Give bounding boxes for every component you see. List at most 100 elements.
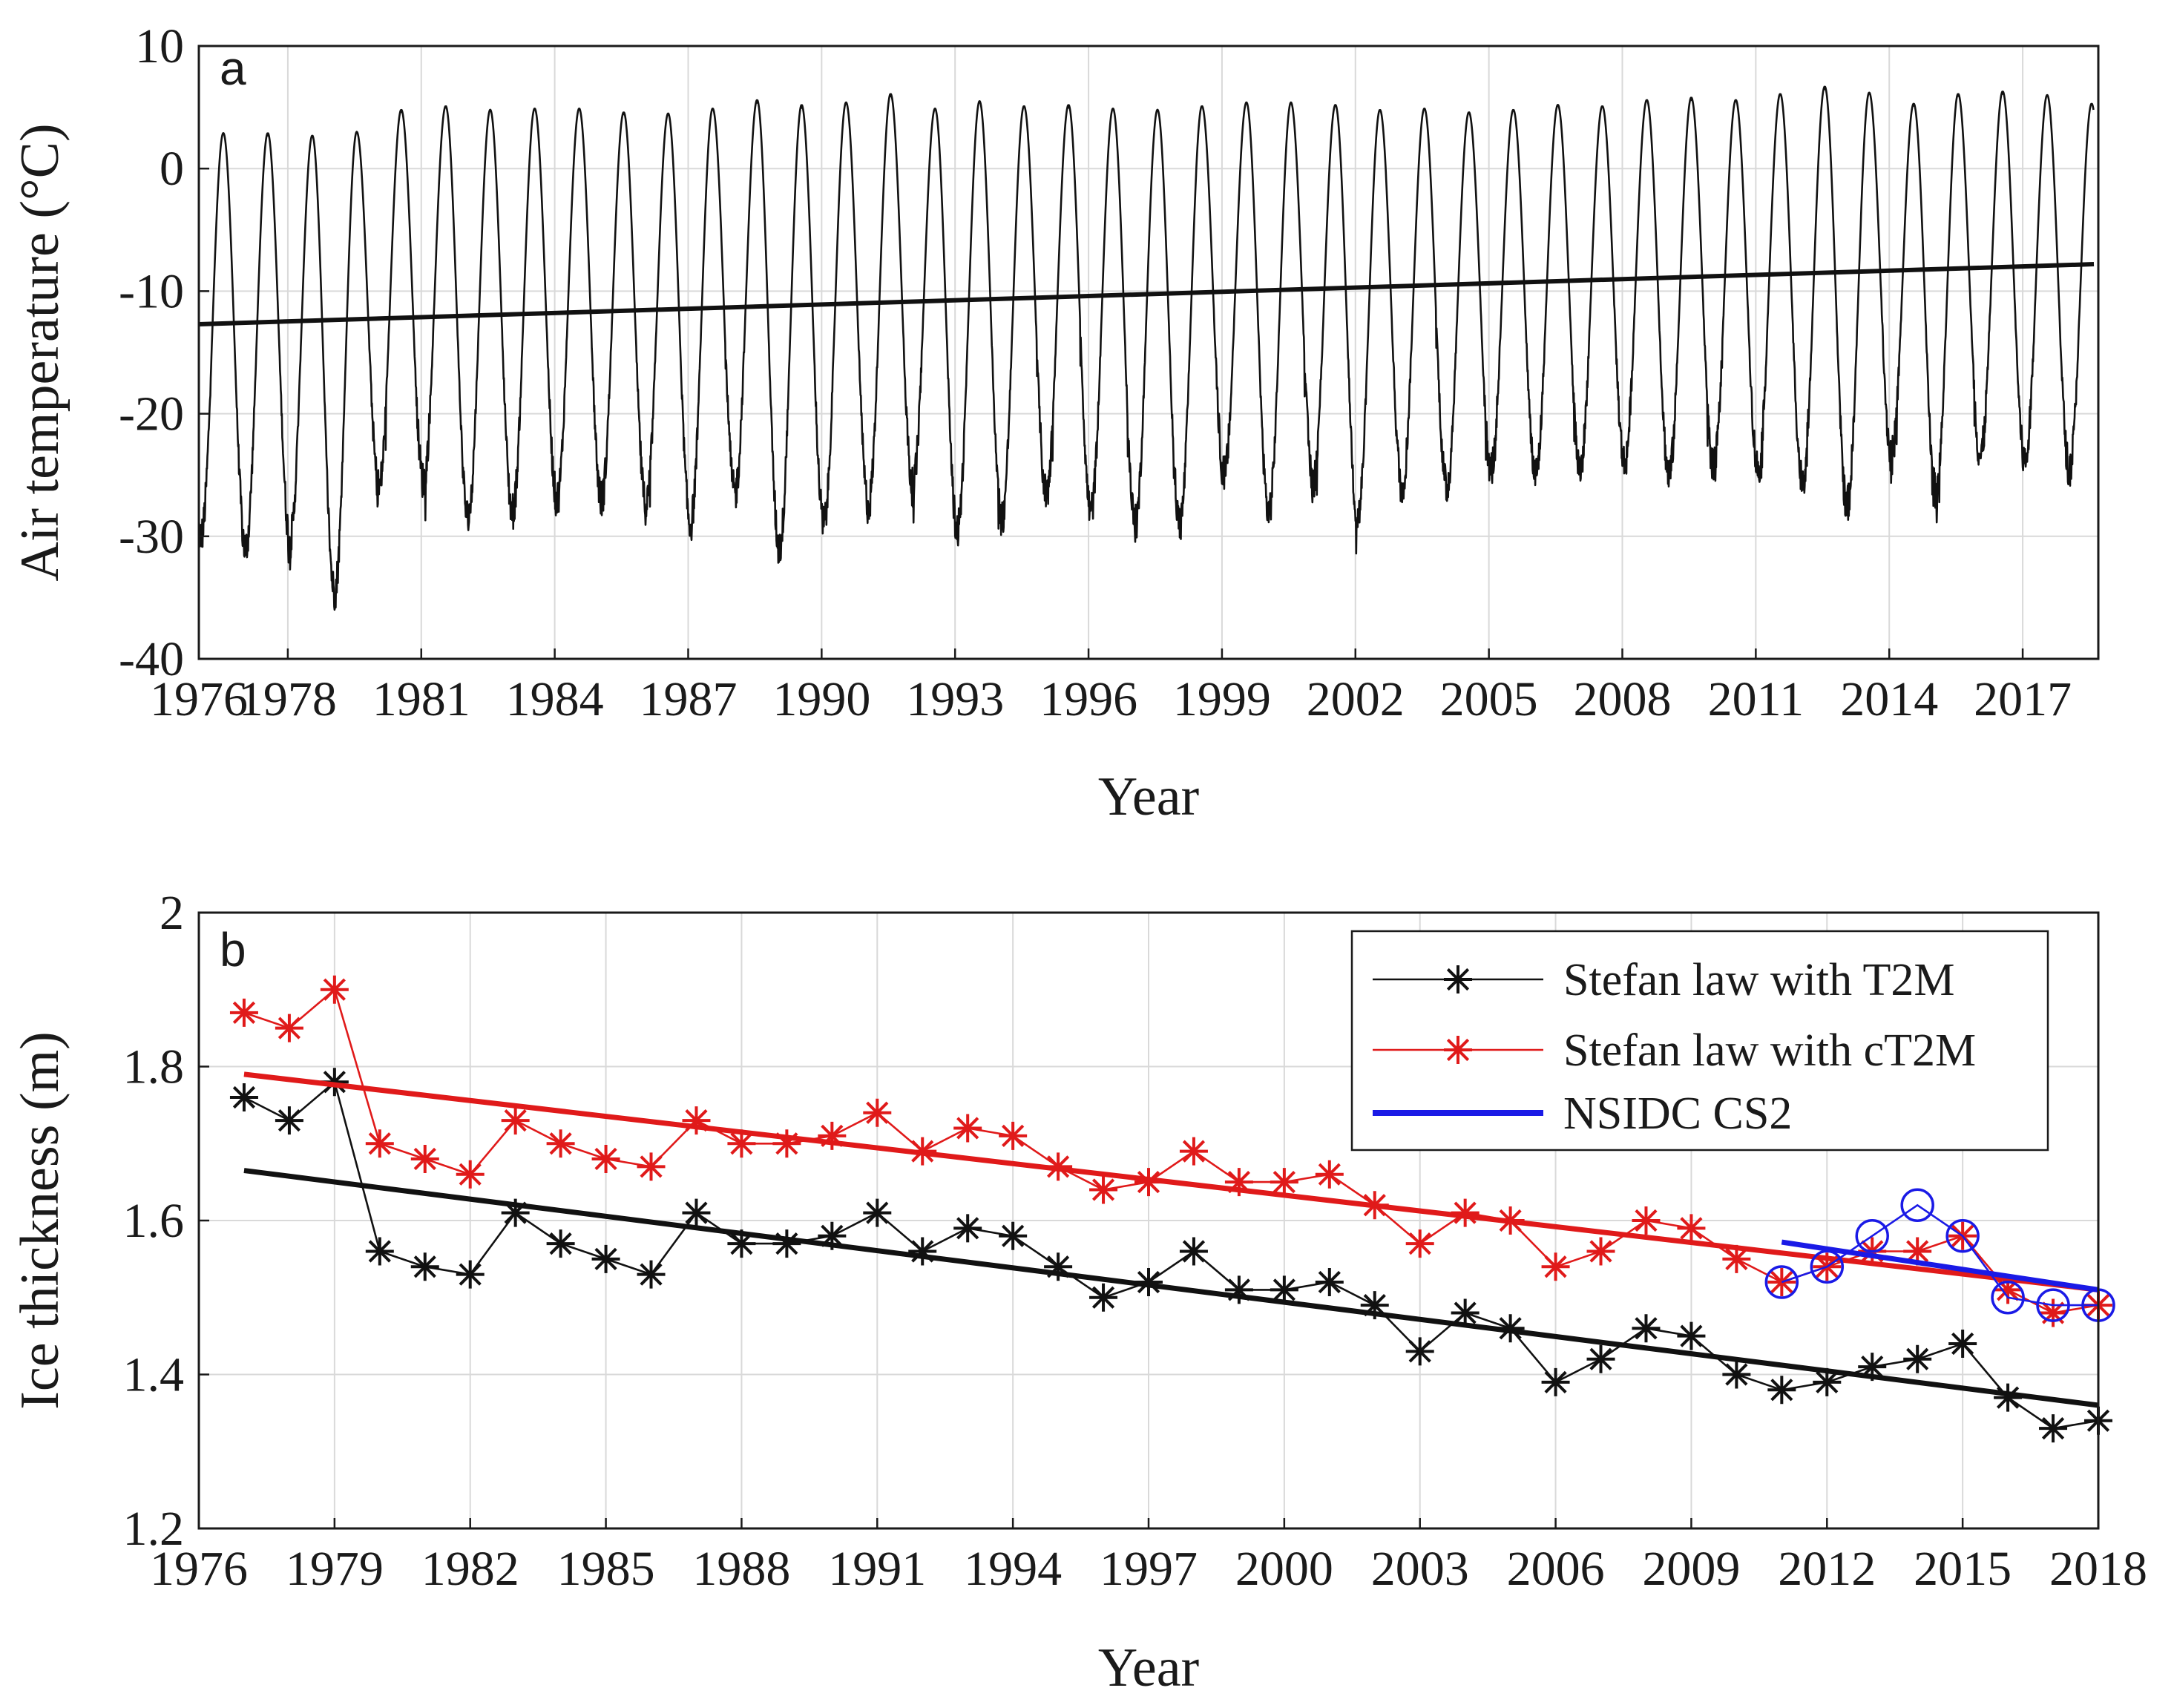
- point-ct2m-2003: [1405, 1229, 1434, 1258]
- panel-b-letter: b: [220, 923, 246, 976]
- point-nsidc-cs2-2011: [1764, 1265, 1799, 1299]
- point-t2m-1981: [410, 1252, 439, 1281]
- panel-a-x-tick-label-1978: 1978: [239, 672, 337, 726]
- point-t2m-2008: [1632, 1314, 1661, 1343]
- legend-sample-t2m: [1373, 965, 1543, 993]
- panel-a-x-tick-label-1987: 1987: [639, 672, 737, 726]
- point-t2m-1991: [863, 1198, 892, 1227]
- panel-b-x-tick-label-1988: 1988: [692, 1542, 790, 1596]
- panel-b-y-tick-label-1-4: 1.4: [123, 1348, 185, 1402]
- point-ct2m-2009: [1677, 1214, 1706, 1243]
- point-nsidc-cs2-2014: [1900, 1188, 1934, 1222]
- panel-a-y-tick-label-20: -20: [119, 387, 184, 441]
- panel-b-x-tick-label-2012: 2012: [1778, 1542, 1876, 1596]
- panel-b-x-tick-label-1997: 1997: [1100, 1542, 1198, 1596]
- legend-label-t2m: Stefan law with T2M: [1563, 955, 1955, 1005]
- point-t2m-1979: [320, 1068, 349, 1097]
- panel-b-ice-thickness-chart: 1976 1979 1982 1985 1988 1991 1994 1997 2000 2003…: [10, 886, 2147, 1698]
- point-ct2m-1986: [637, 1152, 666, 1181]
- panel-b-x-tick-label-1994: 1994: [964, 1542, 1062, 1596]
- panel-a-x-tick-label-1999: 1999: [1173, 672, 1271, 726]
- point-ct2m-1980: [365, 1129, 394, 1158]
- point-t2m-2016: [1994, 1383, 2023, 1412]
- point-t2m-1999: [1224, 1275, 1253, 1304]
- point-t2m-2017: [2039, 1414, 2068, 1443]
- point-t2m-2000: [1270, 1275, 1298, 1304]
- trend-line-t2m: [243, 1168, 2099, 1408]
- point-t2m-1980: [365, 1237, 394, 1266]
- point-t2m-1997: [1134, 1268, 1163, 1296]
- point-t2m-1989: [772, 1229, 801, 1258]
- point-t2m-2013: [1858, 1353, 1887, 1382]
- point-t2m-2004: [1451, 1298, 1480, 1327]
- legend-label-ct2m: Stefan law with cT2M: [1563, 1025, 1976, 1076]
- point-ct2m-2001: [1315, 1160, 1344, 1189]
- point-ct2m-1989: [772, 1129, 801, 1158]
- point-t2m-1986: [637, 1260, 666, 1289]
- point-t2m-1994: [999, 1221, 1028, 1250]
- point-ct2m-1978: [275, 1014, 303, 1042]
- point-ct2m-1979: [320, 975, 349, 1004]
- panel-a-x-tick-label-2011: 2011: [1708, 672, 1804, 726]
- point-ct2m-1994: [999, 1121, 1028, 1150]
- panel-b-series: [229, 975, 2115, 1443]
- point-t2m-2003: [1405, 1337, 1434, 1366]
- point-ct2m-2005: [1496, 1206, 1525, 1235]
- point-t2m-2011: [1767, 1376, 1796, 1405]
- panel-b-x-tick-label-2000: 2000: [1235, 1542, 1333, 1596]
- panel-b-x-tick-label-1976: 1976: [150, 1542, 248, 1596]
- panel-a-x-tick-label-1993: 1993: [906, 672, 1004, 726]
- point-ct2m-2002: [1360, 1191, 1389, 1220]
- panel-b-x-tick-label-2006: 2006: [1507, 1542, 1605, 1596]
- point-t2m-2001: [1315, 1268, 1344, 1296]
- point-ct2m-2004: [1451, 1198, 1480, 1227]
- legend-marker-1: [1444, 1036, 1472, 1064]
- point-ct2m-1985: [591, 1145, 620, 1173]
- panel-a-x-tick-label-2014: 2014: [1840, 672, 1938, 726]
- panel-a-y-tick-label-10: 10: [135, 19, 184, 73]
- panel-b-x-tick-label-2015: 2015: [1914, 1542, 2012, 1596]
- point-t2m-2012: [1813, 1367, 1842, 1396]
- panel-a-x-tick-label-1976: 1976: [150, 672, 248, 726]
- panel-a-letter: a: [220, 42, 246, 95]
- panel-a-plot-frame: [197, 45, 2100, 660]
- point-t2m-1992: [908, 1237, 937, 1266]
- panel-a-series: [197, 85, 2095, 611]
- point-nsidc-cs2-2017: [2036, 1288, 2070, 1322]
- point-t2m-2002: [1360, 1291, 1389, 1320]
- point-t2m-2010: [1722, 1360, 1751, 1389]
- point-ct2m-2006: [1541, 1252, 1570, 1281]
- panel-a-x-axis-title: Year: [1098, 766, 1199, 827]
- panel-a-y-tick-label-0: 0: [160, 142, 184, 196]
- point-nsidc-cs2-2012: [1810, 1249, 1845, 1284]
- point-ct2m-1992: [908, 1137, 937, 1166]
- point-ct2m-1988: [727, 1129, 756, 1158]
- point-t2m-2006: [1541, 1367, 1570, 1396]
- legend-label-nsidc-cs2: NSIDC CS2: [1563, 1088, 1792, 1139]
- point-t2m-1990: [818, 1221, 847, 1250]
- point-t2m-2007: [1586, 1344, 1615, 1373]
- panel-a-x-tick-label-1990: 1990: [772, 672, 870, 726]
- point-t2m-1998: [1179, 1237, 1208, 1266]
- panel-b-tick-labels: 1976 1979 1982 1985 1988 1991 1994 1997 2000 2003…: [123, 886, 2148, 1596]
- panel-b-y-tick-label-1-8: 1.8: [123, 1040, 185, 1094]
- point-t2m-1977: [229, 1083, 258, 1111]
- point-ct2m-1999: [1224, 1168, 1253, 1197]
- panel-b-x-tick-label-1979: 1979: [286, 1542, 384, 1596]
- point-ct2m-1996: [1089, 1175, 1118, 1204]
- point-nsidc-cs2-2013: [1855, 1219, 1889, 1253]
- panel-b-x-tick-label-1982: 1982: [421, 1542, 519, 1596]
- panel-b-x-tick-label-1991: 1991: [828, 1542, 926, 1596]
- point-t2m-1982: [456, 1260, 485, 1289]
- point-ct2m-1993: [953, 1114, 982, 1143]
- point-ct2m-2000: [1270, 1168, 1298, 1197]
- panel-a-y-axis-title: Air temperature (°C): [10, 123, 70, 581]
- point-ct2m-2008: [1632, 1206, 1661, 1235]
- panel-b-y-axis-title: Ice thickness (m): [10, 1031, 70, 1410]
- panel-b-x-tick-label-1985: 1985: [557, 1542, 655, 1596]
- panel-a-x-tick-label-1984: 1984: [506, 672, 604, 726]
- point-ct2m-1987: [682, 1106, 711, 1135]
- point-t2m-2005: [1496, 1314, 1525, 1343]
